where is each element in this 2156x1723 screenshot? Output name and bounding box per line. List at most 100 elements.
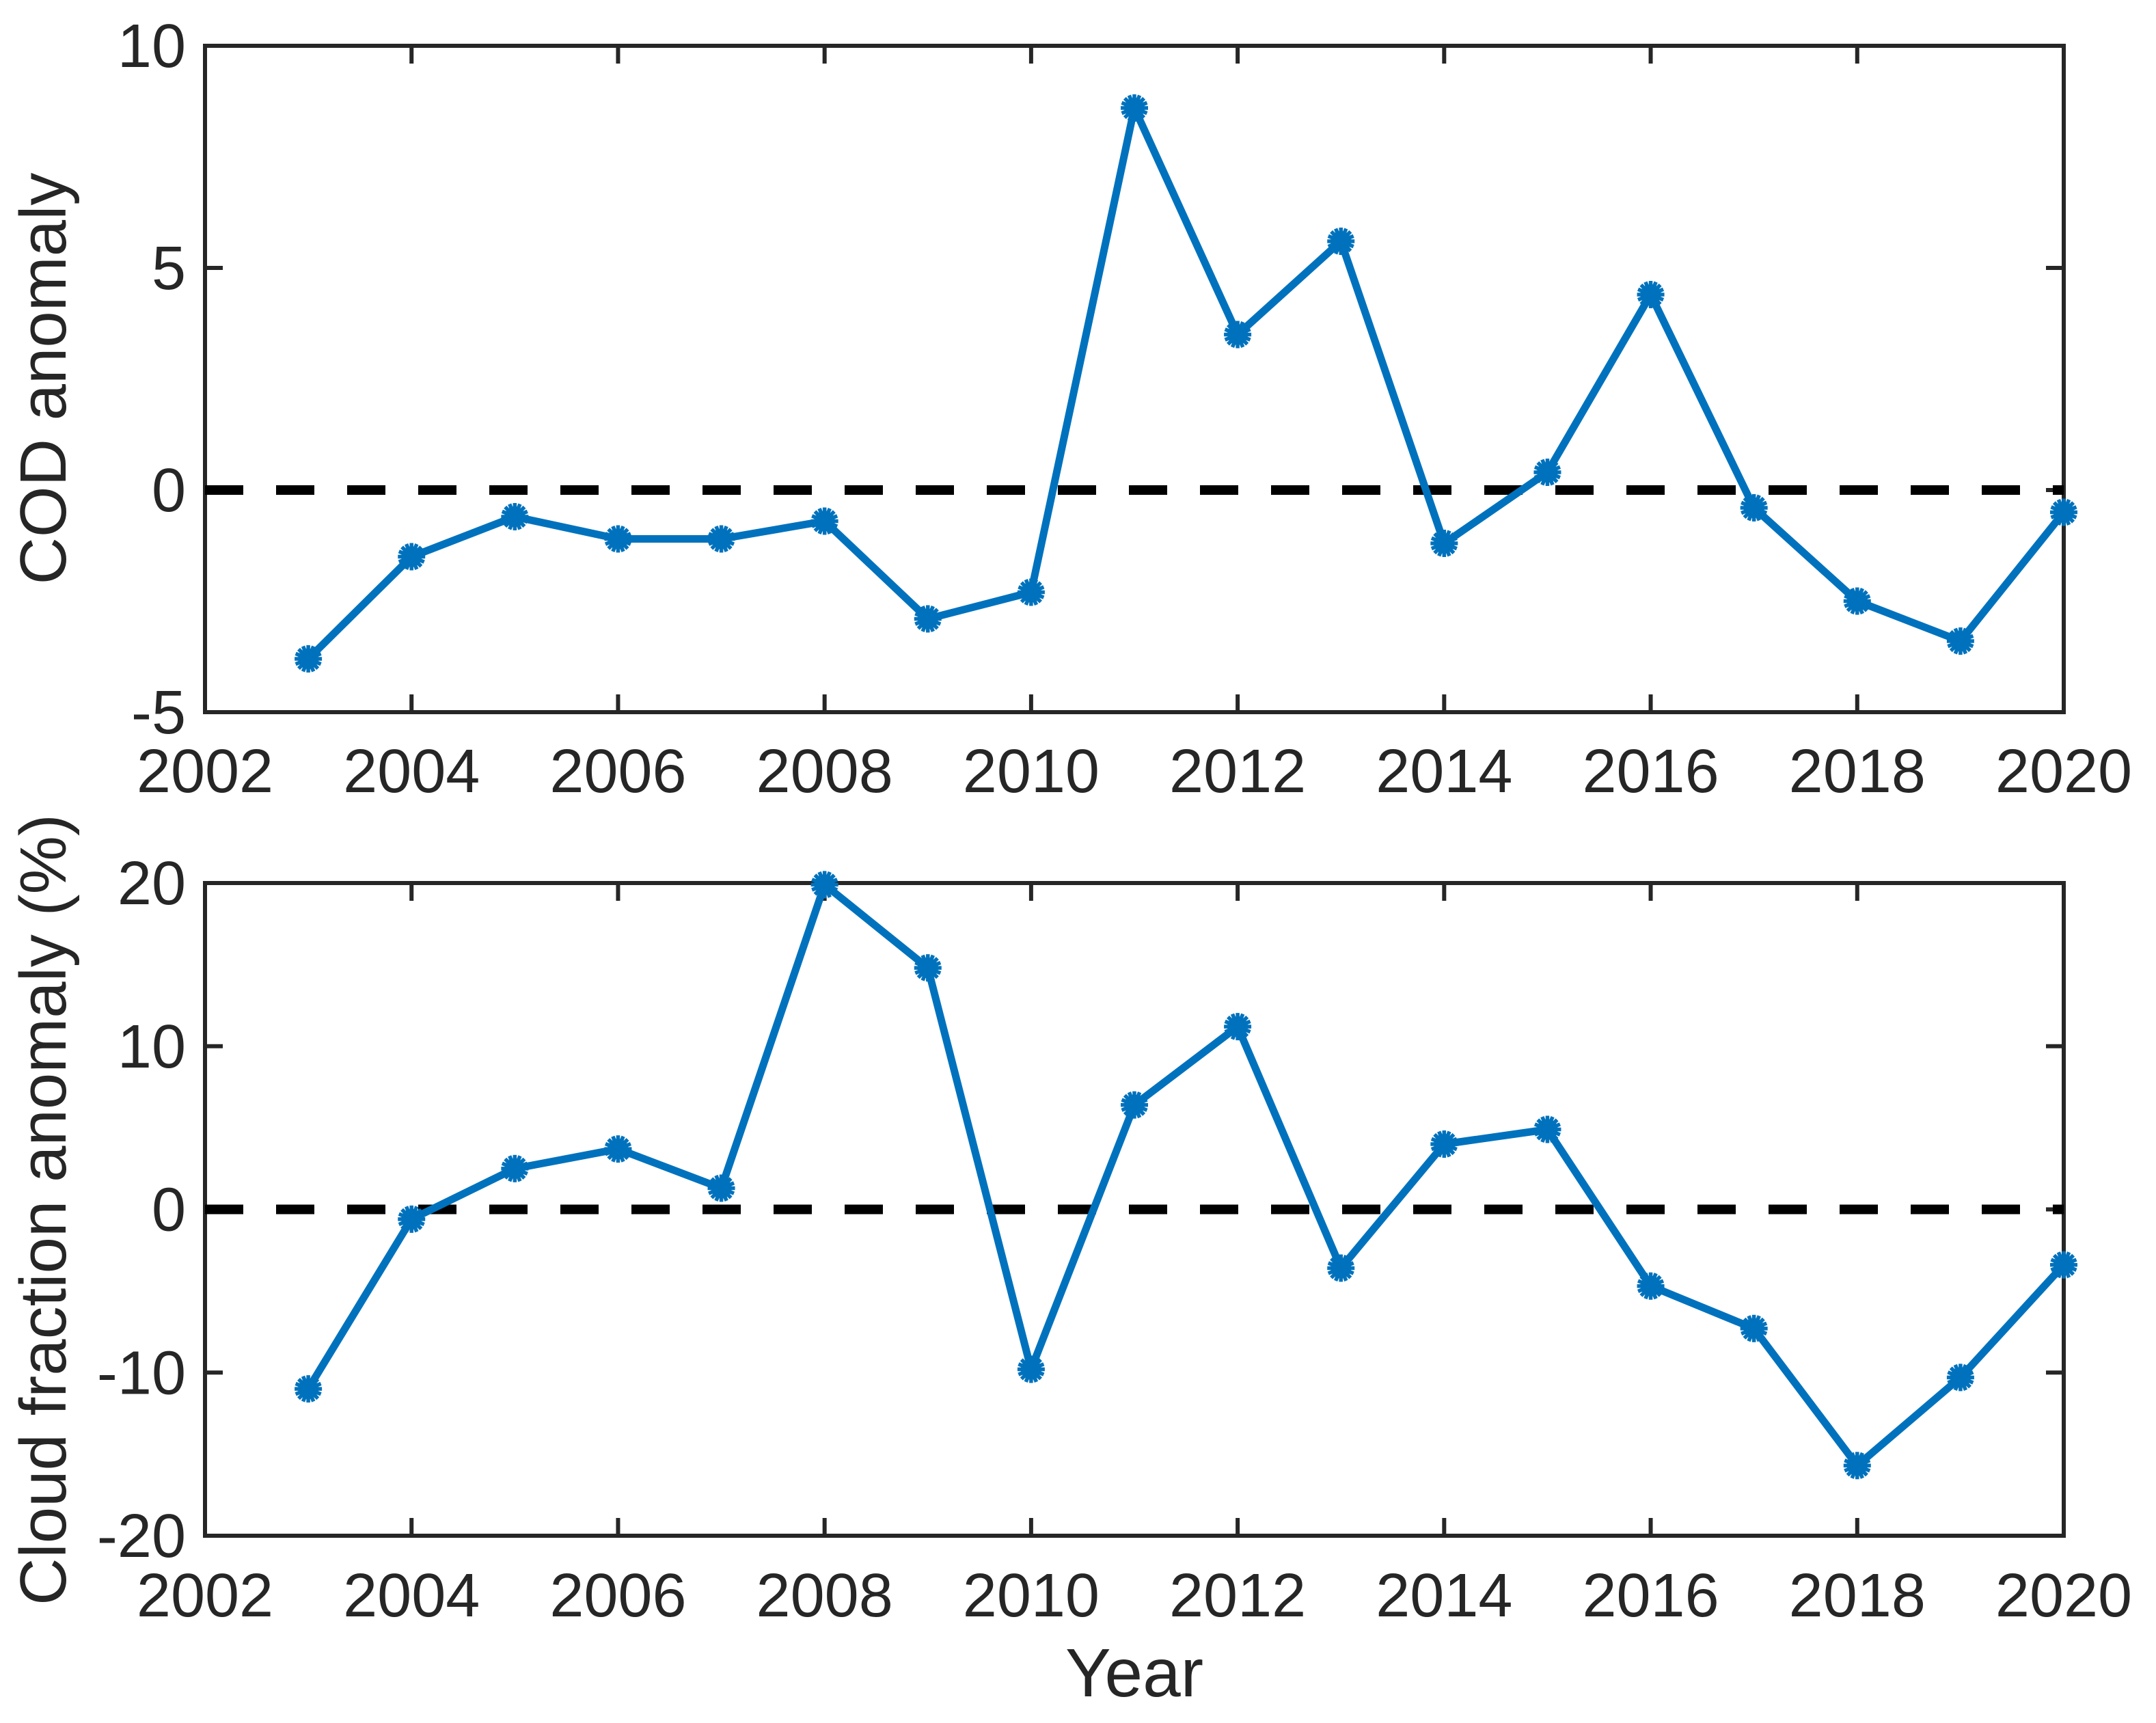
marker-spike xyxy=(724,1181,735,1189)
data-point-marker xyxy=(1017,578,1045,606)
marker-spike xyxy=(517,1161,528,1169)
marker-spike xyxy=(1547,1132,1555,1143)
marker-spike xyxy=(1224,327,1235,335)
marker-spike xyxy=(929,969,939,979)
marker-spike xyxy=(722,540,733,550)
marker-spike xyxy=(295,651,305,660)
marker-spike xyxy=(1643,281,1651,292)
marker-spike xyxy=(722,1189,733,1199)
x-tick-label: 2020 xyxy=(1995,1562,2132,1630)
marker-spike xyxy=(405,559,412,571)
marker-spike xyxy=(1859,602,1868,612)
marker-spike xyxy=(1031,1355,1039,1366)
marker-spike xyxy=(914,967,925,975)
marker-spike xyxy=(1654,287,1665,295)
marker-spike xyxy=(1963,634,1974,642)
marker-spike xyxy=(1548,461,1559,471)
marker-spike xyxy=(1437,546,1445,557)
marker-spike xyxy=(2052,1253,2062,1264)
marker-spike xyxy=(1949,1379,1959,1389)
marker-spike xyxy=(1033,1370,1042,1381)
data-point-marker xyxy=(295,645,323,673)
marker-spike xyxy=(1844,1459,1855,1466)
marker-spike xyxy=(607,540,617,550)
marker-spike xyxy=(811,878,822,885)
data-point-marker xyxy=(1843,1452,1871,1480)
marker-spike xyxy=(1137,1104,1148,1112)
marker-spike xyxy=(1334,1254,1341,1265)
marker-spike xyxy=(916,620,927,630)
data-point-marker xyxy=(2050,1251,2077,1279)
marker-spike xyxy=(2063,1251,2071,1262)
marker-spike xyxy=(301,1392,309,1402)
marker-spike xyxy=(931,960,942,968)
data-point-marker xyxy=(810,507,838,535)
marker-spike xyxy=(607,528,617,538)
data-point-marker xyxy=(707,525,735,553)
marker-spike xyxy=(2052,501,2062,511)
marker-spike xyxy=(1743,496,1753,506)
marker-spike xyxy=(414,556,425,564)
marker-spike xyxy=(1237,321,1245,332)
y-tick-label: 10 xyxy=(118,1013,186,1081)
marker-spike xyxy=(1757,1321,1768,1329)
marker-spike xyxy=(1536,1118,1546,1128)
x-tick-label: 2002 xyxy=(137,1562,273,1630)
data-point-marker xyxy=(295,1375,323,1403)
data-point-marker xyxy=(1946,627,1974,655)
marker-spike xyxy=(1433,1145,1443,1156)
marker-spike xyxy=(1136,109,1146,120)
marker-spike xyxy=(1960,1380,1968,1391)
marker-spike xyxy=(1962,1366,1971,1376)
marker-spike xyxy=(1963,1370,1974,1378)
marker-spike xyxy=(411,543,419,554)
marker-spike xyxy=(501,509,512,517)
marker-spike xyxy=(311,1381,322,1389)
data-point-marker xyxy=(1430,530,1458,557)
marker-spike xyxy=(1433,1132,1443,1143)
marker-spike xyxy=(1447,543,1458,551)
marker-spike xyxy=(724,532,735,539)
x-tick-label: 2012 xyxy=(1169,737,1306,806)
data-point-marker xyxy=(1017,1355,1045,1383)
marker-spike xyxy=(1227,336,1236,346)
marker-spike xyxy=(1947,1377,1958,1385)
marker-spike xyxy=(1846,1467,1856,1477)
marker-spike xyxy=(1447,1143,1458,1152)
x-axis-label-year: Year xyxy=(1065,1635,1203,1711)
marker-spike xyxy=(1330,1257,1339,1267)
marker-spike xyxy=(504,505,514,515)
marker-spike xyxy=(714,1191,722,1202)
marker-spike xyxy=(297,660,307,670)
marker-spike xyxy=(1327,1261,1338,1268)
marker-spike xyxy=(1547,459,1555,470)
marker-spike xyxy=(297,1390,307,1400)
marker-spike xyxy=(1754,511,1761,521)
marker-spike xyxy=(413,1208,423,1218)
marker-spike xyxy=(301,662,309,673)
marker-spike xyxy=(1743,1330,1753,1340)
marker-spike xyxy=(1755,496,1765,506)
y-tick-label: 5 xyxy=(152,234,186,303)
marker-spike xyxy=(1639,1275,1650,1285)
marker-spike xyxy=(1650,281,1658,292)
marker-spike xyxy=(1334,244,1341,255)
marker-spike xyxy=(708,1181,719,1189)
x-tick-label: 2008 xyxy=(756,737,893,806)
marker-spike xyxy=(1860,601,1871,608)
marker-spike xyxy=(931,612,942,619)
marker-spike xyxy=(811,521,822,528)
marker-spike xyxy=(1330,230,1339,240)
marker-spike xyxy=(916,969,927,979)
marker-spike xyxy=(411,559,419,571)
marker-spike xyxy=(927,954,935,965)
marker-spike xyxy=(813,873,823,884)
marker-spike xyxy=(1034,592,1045,599)
marker-spike xyxy=(721,1191,728,1202)
data-point-marker xyxy=(1946,1364,1974,1392)
marker-spike xyxy=(1123,1106,1133,1116)
marker-spike xyxy=(1533,1122,1544,1130)
marker-spike xyxy=(1533,472,1544,480)
marker-spike xyxy=(413,1221,423,1230)
marker-spike xyxy=(1343,241,1354,249)
